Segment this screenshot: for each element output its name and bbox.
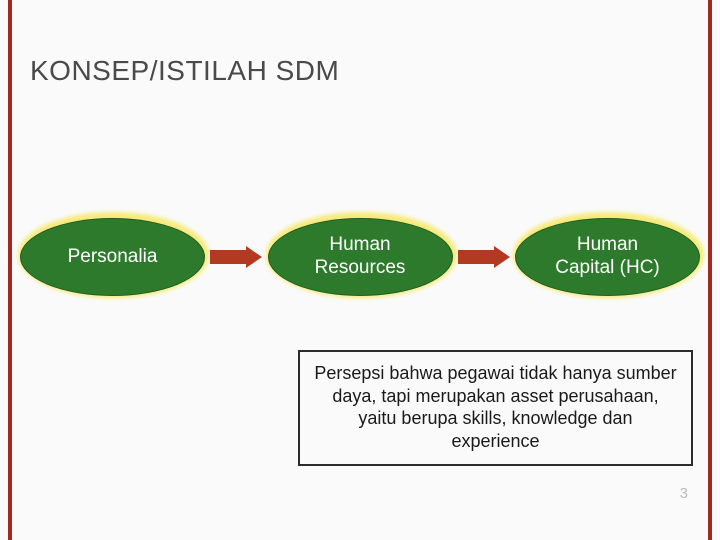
- node-human-capital: Human Capital (HC): [515, 218, 700, 296]
- arrow-head: [246, 246, 262, 268]
- slide: KONSEP/ISTILAH SDM Personalia Human Reso…: [0, 0, 720, 540]
- arrow-shaft: [210, 250, 246, 264]
- node-label: Human Resources: [268, 218, 453, 296]
- arrow-icon: [210, 246, 262, 268]
- slide-title: KONSEP/ISTILAH SDM: [30, 55, 339, 87]
- node-label: Human Capital (HC): [515, 218, 700, 296]
- node-human-resources: Human Resources: [268, 218, 453, 296]
- arrow-shaft: [458, 250, 494, 264]
- page-number: 3: [680, 485, 688, 502]
- slide-border-right: [708, 0, 712, 540]
- slide-border-left: [8, 0, 12, 540]
- flow-diagram: Personalia Human Resources Human Capital…: [20, 218, 700, 296]
- node-label: Personalia: [20, 218, 205, 296]
- caption-box: Persepsi bahwa pegawai tidak hanya sumbe…: [298, 350, 693, 466]
- arrow-head: [494, 246, 510, 268]
- arrow-icon: [458, 246, 510, 268]
- node-personalia: Personalia: [20, 218, 205, 296]
